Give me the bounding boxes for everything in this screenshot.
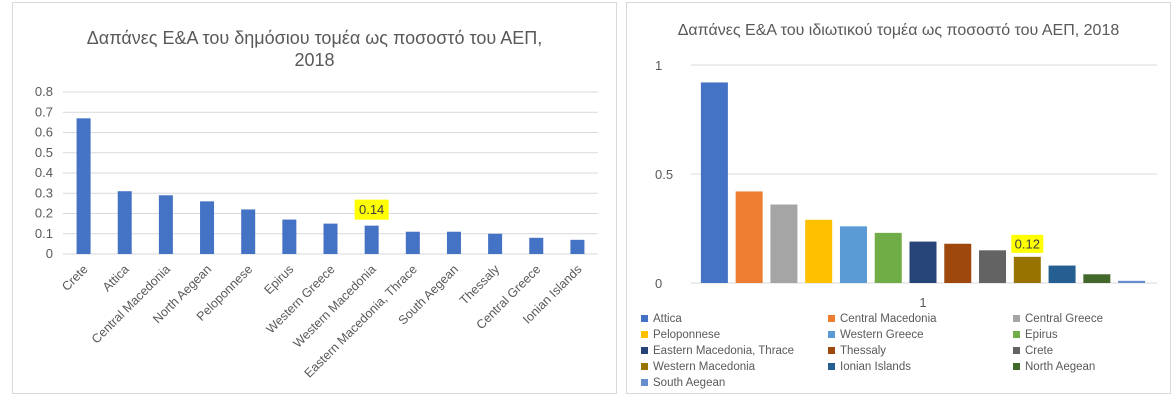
x-tick-label: 1	[919, 295, 926, 310]
legend-entry: Ionian Islands	[828, 359, 1013, 374]
legend-swatch	[828, 363, 835, 370]
bar	[944, 243, 972, 283]
legend-entry: Eastern Macedonia, Thrace	[641, 343, 828, 358]
legend-label: North Aegean	[1025, 360, 1096, 373]
legend-entry: Western Greece	[828, 327, 1013, 342]
legend-swatch	[828, 331, 835, 338]
data-label: 0.14	[359, 202, 384, 217]
bar	[529, 237, 544, 254]
y-tick-label: 0.5	[655, 167, 673, 182]
bar	[839, 226, 867, 283]
legend-label: Peloponnese	[653, 328, 721, 341]
bar	[770, 204, 798, 283]
y-tick-label: 0.5	[35, 145, 53, 160]
x-tick-label: Central Macedonia	[89, 262, 173, 346]
chart-title: Δαπάνες Ε&Α του δημόσιου τομέα ως ποσοστ…	[86, 28, 543, 70]
bar	[570, 239, 585, 254]
y-tick-label: 0.2	[35, 206, 53, 221]
bar	[1013, 256, 1041, 283]
y-tick-label: 0	[46, 246, 53, 261]
bar	[76, 118, 91, 254]
data-label-highlight	[1011, 234, 1044, 253]
bar	[874, 232, 902, 283]
legend-entry: Epirus	[1013, 327, 1163, 342]
x-tick-label: Crete	[59, 262, 91, 294]
x-tick-label: Attica	[100, 262, 132, 294]
bar	[323, 223, 338, 254]
bar	[735, 191, 763, 283]
bar	[158, 195, 173, 254]
legend-label: Central Greece	[1025, 312, 1103, 325]
public-rd-chart-plot: 0 0.1 0.2 0.3 0.4 0.5 0.6 0.7 0.8 Crete AtticaCent…	[35, 84, 598, 381]
y-tick-label: 0.3	[35, 185, 53, 200]
y-tick-label: 1	[655, 58, 662, 73]
chart-legend: Attica Central Macedonia Central Greece Pel…	[641, 311, 1161, 390]
chart-title: Δαπάνες Ε&Α του ιδιωτικού τομέα ως ποσοσ…	[677, 22, 1120, 39]
legend-swatch	[641, 379, 648, 386]
public-rd-chart: Δαπάνες Ε&Α του δημόσιου τομέα ως ποσοστ…	[12, 2, 617, 394]
bar	[909, 241, 937, 283]
bar	[979, 250, 1007, 283]
bar	[1118, 280, 1146, 283]
legend-entry: Crete	[1013, 343, 1163, 358]
y-tick-label: 0.4	[35, 165, 53, 180]
legend-swatch	[1013, 363, 1020, 370]
legend-entry: North Aegean	[1013, 359, 1163, 374]
bar	[805, 219, 833, 283]
data-label: 0.12	[1015, 236, 1040, 251]
legend-label: Crete	[1025, 344, 1054, 357]
legend-entry: Thessaly	[828, 343, 1013, 358]
y-tick-label: 0.8	[35, 84, 53, 99]
y-tick-label: 0	[655, 276, 662, 291]
legend-swatch	[1013, 315, 1020, 322]
bar	[1083, 274, 1111, 283]
bar	[446, 231, 461, 254]
legend-entry: Central Macedonia	[828, 311, 1013, 326]
legend-entry: Peloponnese	[641, 327, 828, 342]
legend-label: Central Macedonia	[840, 312, 937, 325]
legend-entry: Attica	[641, 311, 828, 326]
private-rd-chart-plot: 0 0.5 1 0.12 1	[655, 58, 1157, 310]
bar	[241, 209, 256, 254]
legend-label: Western Macedonia	[653, 360, 756, 373]
y-tick-label: 0.7	[35, 104, 53, 119]
legend-label: Western Greece	[840, 328, 924, 341]
legend-entry: Central Greece	[1013, 311, 1163, 326]
bar	[488, 233, 503, 254]
bar	[117, 191, 132, 254]
y-tick-label: 0.1	[35, 226, 53, 241]
bar	[282, 219, 297, 254]
bar	[364, 225, 379, 254]
legend-swatch	[641, 315, 648, 322]
legend-swatch	[1013, 331, 1020, 338]
private-rd-chart: Δαπάνες Ε&Α του ιδιωτικού τομέα ως ποσοσ…	[626, 2, 1171, 394]
bar	[700, 82, 728, 283]
legend-entry: South Aegean	[641, 375, 828, 390]
bar	[200, 201, 215, 254]
bar	[1048, 265, 1076, 283]
legend-swatch	[1013, 347, 1020, 354]
y-tick-label: 0.6	[35, 125, 53, 140]
legend-swatch	[828, 315, 835, 322]
x-tick-label: Epirus	[262, 262, 297, 297]
legend-label: South Aegean	[653, 376, 726, 389]
data-label-highlight	[354, 199, 389, 220]
legend-label: Ionian Islands	[840, 360, 911, 373]
legend-swatch	[828, 347, 835, 354]
legend-label: Epirus	[1025, 328, 1058, 341]
legend-swatch	[641, 347, 648, 354]
legend-swatch	[641, 363, 648, 370]
bar	[405, 231, 420, 254]
legend-label: Attica	[653, 312, 682, 325]
legend-entry: Western Macedonia	[641, 359, 828, 374]
legend-label: Eastern Macedonia, Thrace	[653, 344, 795, 357]
legend-label: Thessaly	[840, 344, 887, 357]
legend-swatch	[641, 331, 648, 338]
